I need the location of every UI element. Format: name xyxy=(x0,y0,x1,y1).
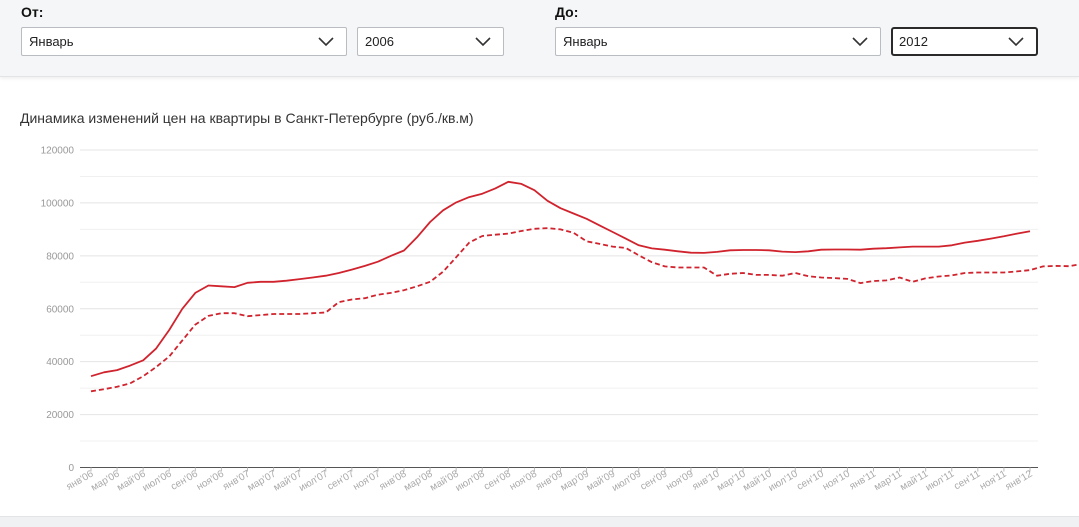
chevron-down-icon xyxy=(475,36,491,46)
x-tick-label: мар'07 xyxy=(246,468,279,493)
chevron-down-icon xyxy=(1008,36,1024,46)
x-tick-label: янв'11 xyxy=(848,468,879,492)
y-tick-label: 120000 xyxy=(41,146,75,157)
x-tick-label: сен'06 xyxy=(169,468,200,492)
y-tick-label: 60000 xyxy=(46,304,74,315)
from-label: От: xyxy=(21,4,44,20)
to-label: До: xyxy=(555,4,579,20)
from-year-select[interactable]: 2006 xyxy=(357,27,504,56)
y-tick-label: 100000 xyxy=(41,198,75,209)
y-tick-label: 20000 xyxy=(46,410,74,421)
x-tick-label: июл'07 xyxy=(297,468,330,494)
x-tick-label: май'11 xyxy=(898,468,930,493)
x-tick-label: ноя'06 xyxy=(195,468,226,493)
y-tick-label: 40000 xyxy=(46,357,74,368)
date-filter-bar: От: Январь 2006 До: Январь 2012 xyxy=(0,0,1079,77)
x-tick-label: сен'08 xyxy=(482,468,513,492)
y-tick-label: 80000 xyxy=(46,251,74,262)
from-year-value: 2006 xyxy=(365,34,394,49)
to-month-value: Январь xyxy=(563,34,608,49)
chevron-down-icon xyxy=(318,36,334,46)
x-tick-label: ноя'09 xyxy=(664,468,695,493)
y-tick-label: 0 xyxy=(68,463,74,474)
from-month-select[interactable]: Январь xyxy=(21,27,347,56)
chevron-down-icon xyxy=(852,36,868,46)
x-tick-label: июл'08 xyxy=(454,468,487,494)
x-tick-label: мар'09 xyxy=(559,468,592,493)
to-month-select[interactable]: Январь xyxy=(555,27,881,56)
x-tick-label: июл'09 xyxy=(610,468,643,494)
series-line-dashed xyxy=(90,227,1079,393)
x-tick-label: ноя'07 xyxy=(351,468,382,493)
price-line-chart: 020000400006000080000100000120000янв'06м… xyxy=(41,146,1079,494)
x-tick-label: ноя'10 xyxy=(821,468,852,493)
x-tick-label: мар'11 xyxy=(872,468,904,493)
to-year-value: 2012 xyxy=(899,34,928,49)
x-tick-label: мар'06 xyxy=(89,468,122,493)
x-tick-label: янв'12 xyxy=(1004,468,1035,492)
x-tick-label: мар'08 xyxy=(402,468,435,493)
x-tick-label: ноя'11 xyxy=(978,468,1009,492)
x-tick-label: июл'06 xyxy=(141,468,174,494)
chart-title: Динамика изменений цен на квартиры в Сан… xyxy=(20,110,474,126)
x-tick-label: мар'10 xyxy=(715,468,748,493)
x-tick-label: ноя'08 xyxy=(508,468,539,493)
x-tick-label: сен'10 xyxy=(795,468,826,492)
x-tick-label: сен'09 xyxy=(639,468,670,492)
x-tick-label: сен'11 xyxy=(952,468,982,492)
x-tick-label: июл'10 xyxy=(767,468,800,494)
x-tick-label: июл'11 xyxy=(924,468,957,493)
series-line-solid xyxy=(90,180,1031,378)
footer-divider xyxy=(0,516,1079,527)
from-month-value: Январь xyxy=(29,34,74,49)
to-year-select[interactable]: 2012 xyxy=(891,27,1038,56)
x-tick-label: сен'07 xyxy=(326,468,357,492)
